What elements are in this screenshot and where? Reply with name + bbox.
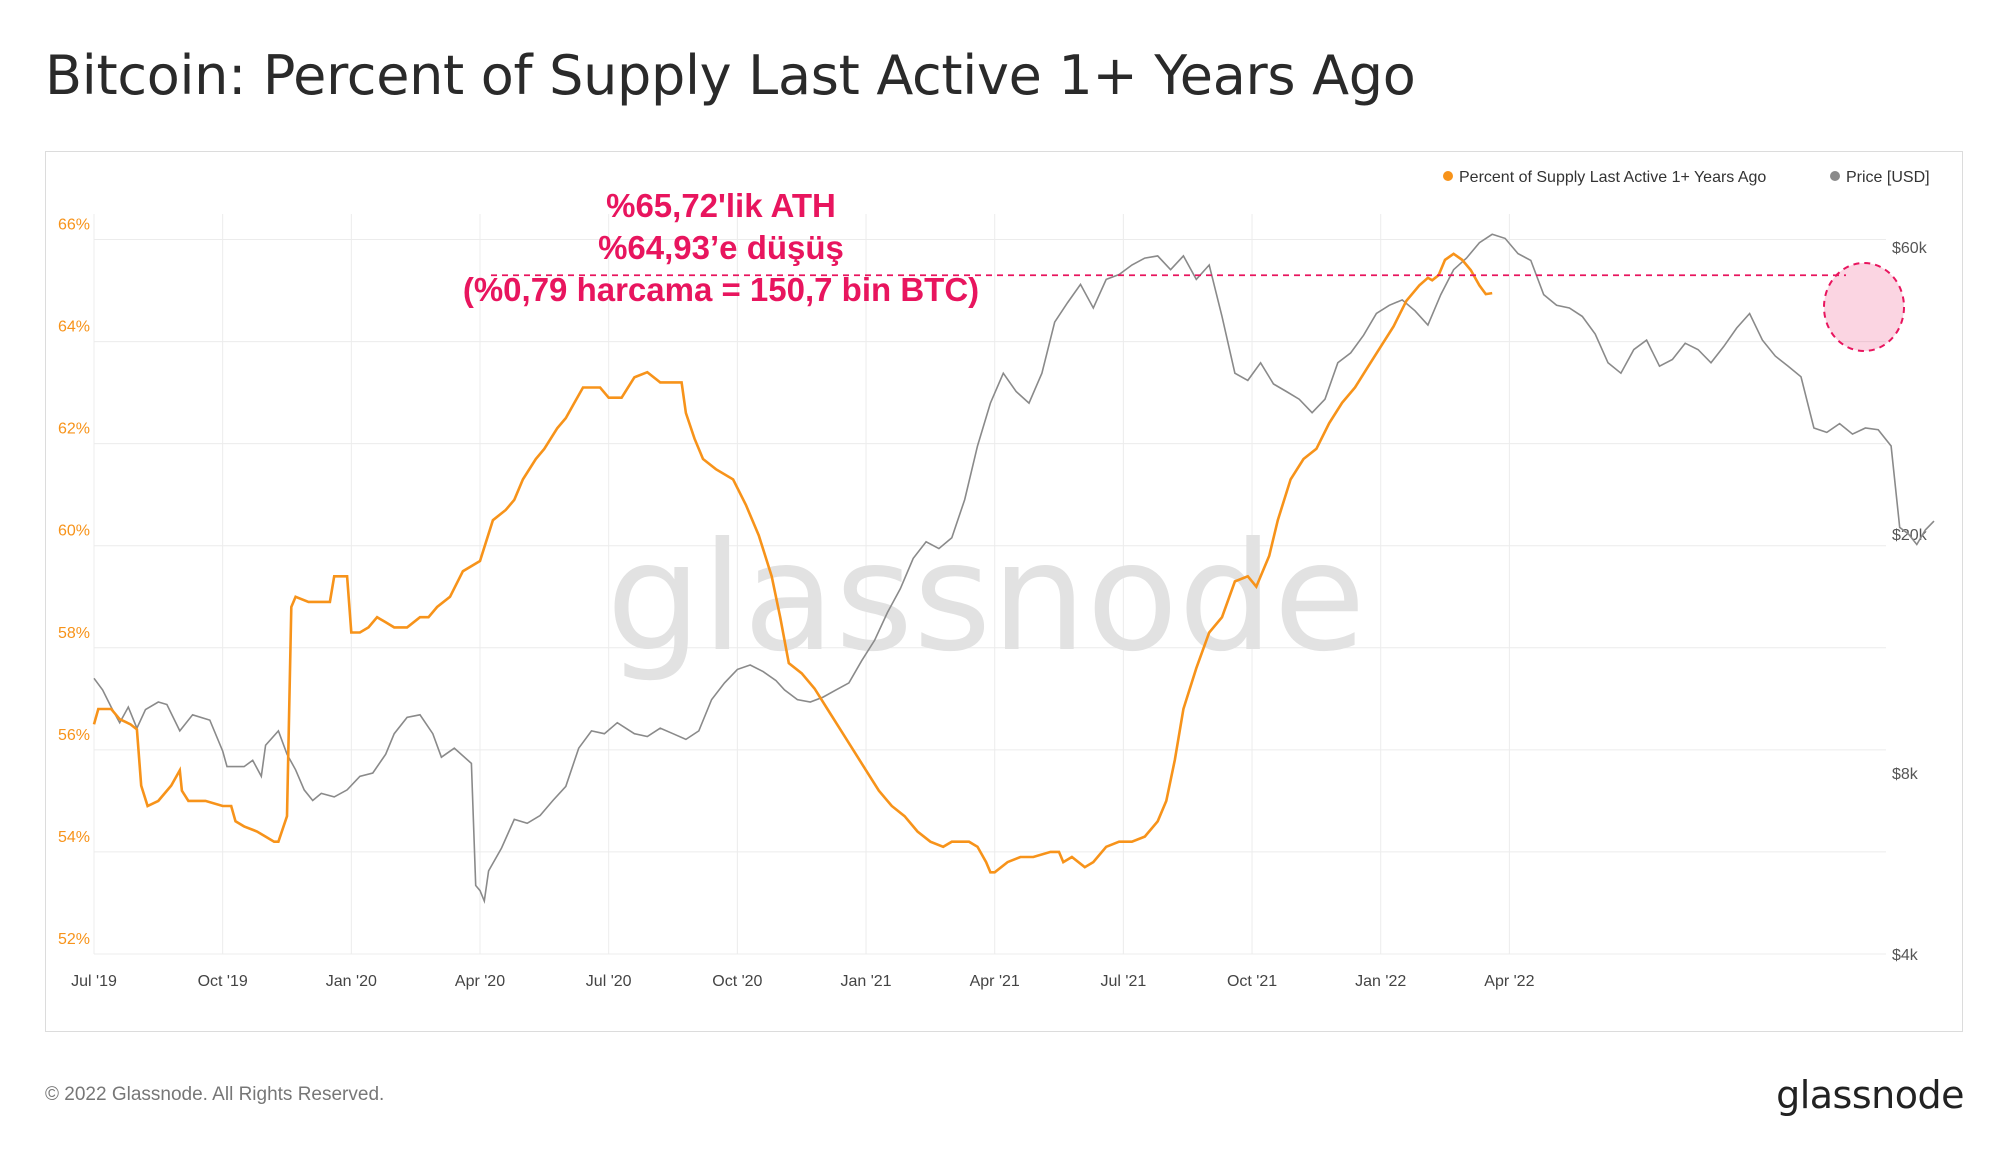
y-right-tick-label: $4k (1892, 947, 1919, 964)
x-tick-label: Apr '22 (1484, 973, 1534, 990)
y-left-tick-label: 56% (58, 727, 90, 744)
x-tick-label: Jan '20 (326, 973, 377, 990)
grid-lines (93, 214, 1886, 955)
x-tick-label: Jan '21 (840, 973, 891, 990)
legend[interactable]: Percent of Supply Last Active 1+ Years A… (1443, 169, 1930, 186)
chart-svg: glassnode 52% 54% 56% 58% 60% 62% 64% 66% $4k $8… (58, 169, 1935, 990)
y-axis-right: $4k$8k$20k$60k (1892, 240, 1928, 964)
x-tick-label: Oct '21 (1227, 973, 1277, 990)
x-tick-label: Oct '20 (712, 973, 762, 990)
x-tick-label: Apr '21 (970, 973, 1020, 990)
legend-price-label[interactable]: Price [USD] (1846, 169, 1930, 186)
y-left-tick-label: 58% (58, 625, 90, 642)
x-tick-label: Oct '19 (198, 973, 248, 990)
copyright-footer: © 2022 Glassnode. All Rights Reserved. (45, 1084, 385, 1105)
x-tick-label: Jul '21 (1100, 973, 1146, 990)
x-tick-label: Jan '22 (1355, 973, 1406, 990)
ath-highlight-circle (1823, 262, 1905, 352)
x-tick-label: Jul '19 (71, 973, 117, 990)
y-left-tick-label: 60% (58, 523, 90, 540)
y-left-tick-label: 64% (58, 319, 90, 336)
y-left-tick-label: 62% (58, 421, 90, 438)
annotation-line-1: %65,72'lik ATH (606, 187, 836, 224)
x-axis: Jul '19 Oct '19 Jan '20 Apr '20 Jul '20 Oct '… (71, 973, 1534, 990)
legend-price-dot (1830, 171, 1840, 181)
chart-title: Bitcoin: Percent of Supply Last Active 1… (45, 44, 1416, 107)
y-right-tick-label: $8k (1892, 766, 1919, 783)
y-left-tick-label: 52% (58, 931, 90, 948)
annotation-line-3: (%0,79 harcama = 150,7 bin BTC) (463, 271, 979, 308)
y-right-tick-label: $60k (1892, 240, 1928, 257)
y-left-tick-label: 54% (58, 829, 90, 846)
legend-supply-dot (1443, 171, 1453, 181)
y-left-tick-label: 66% (58, 217, 90, 234)
x-tick-label: Apr '20 (455, 973, 505, 990)
annotation-line-2: %64,93’e düşüş (598, 229, 844, 266)
legend-supply-label[interactable]: Percent of Supply Last Active 1+ Years A… (1459, 169, 1766, 186)
chart-frame: glassnode 52% 54% 56% 58% 60% 62% 64% 66% $4k $8… (45, 151, 1963, 1032)
x-tick-label: Jul '20 (586, 973, 632, 990)
supply-series-line (92, 252, 1493, 874)
watermark-text: glassnode (606, 511, 1365, 685)
glassnode-logo: glassnode (1776, 1073, 1964, 1117)
price-series-line (93, 233, 1935, 905)
y-axis-left: 52% 54% 56% 58% 60% 62% 64% 66% (58, 217, 90, 948)
